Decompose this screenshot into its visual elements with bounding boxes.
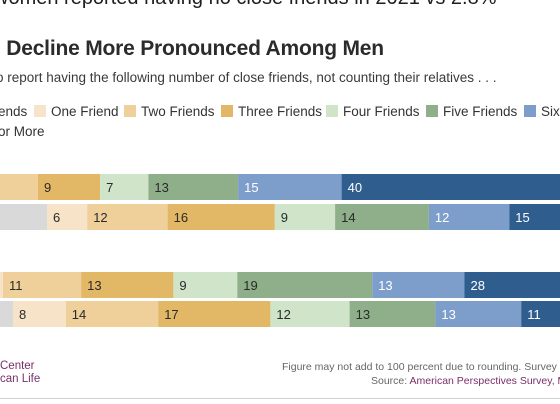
legend-label: Three Friends <box>238 104 323 119</box>
bar-segment <box>237 272 373 298</box>
legend-swatch <box>34 105 46 117</box>
bar-segment <box>87 204 168 230</box>
legend-item-three-friends: Three Friends <box>221 104 322 119</box>
legend-label: Two Friends <box>141 104 215 119</box>
chart-title: p Decline More Pronounced Among Men <box>0 37 384 60</box>
bar-segment <box>341 174 560 200</box>
bar-segment <box>47 204 88 230</box>
bar-segment <box>428 204 510 230</box>
bottom-divider <box>0 398 560 399</box>
legend-item-five-friends: Five Friends <box>426 104 517 119</box>
bar-segment <box>173 272 238 298</box>
org-logo-text: Center can Life <box>0 360 40 386</box>
legend: ends One Friend Two Friends Three Friend… <box>0 104 560 144</box>
legend-item-four-friends: Four Friends <box>326 104 420 119</box>
bar-value-label: 13 <box>378 278 392 293</box>
legend-swatch <box>326 105 338 117</box>
legend-swatch <box>221 105 233 117</box>
bar-value-label: 40 <box>348 180 362 195</box>
legend-swatch <box>524 105 536 117</box>
bar-segment <box>3 272 82 298</box>
legend-label: or More <box>0 124 45 139</box>
bar-value-label: 13 <box>87 278 101 293</box>
bar-value-label: 9 <box>44 180 51 195</box>
bar-segment <box>435 301 522 327</box>
org-line-2: can Life <box>0 373 41 385</box>
bar-value-label: 16 <box>174 210 188 225</box>
bar-value-label: 17 <box>164 307 178 322</box>
bar-segment <box>38 174 101 200</box>
bar-segment-cropped <box>0 204 47 230</box>
bar-value-label: 15 <box>515 210 529 225</box>
bar-segment <box>158 301 271 327</box>
bar-value-label: 11 <box>9 278 23 293</box>
source-prefix: Source: <box>371 375 410 387</box>
legend-item-or-more: or More <box>0 124 45 139</box>
bar-value-label: 19 <box>243 278 257 293</box>
bar-segment <box>464 272 560 298</box>
bar-value-label: 12 <box>276 307 290 322</box>
legend-label: Five Friends <box>443 104 518 119</box>
legend-label: One Friend <box>51 104 119 119</box>
bar-value-label: 11 <box>527 307 541 322</box>
bar-value-label: 14 <box>341 210 355 225</box>
bar-value-label: 12 <box>435 210 449 225</box>
bar-segment-cropped <box>0 301 13 327</box>
source-link[interactable]: American Perspectives Survey, M <box>409 375 560 387</box>
bar-segment <box>65 301 159 327</box>
bar-segment-cropped <box>0 174 38 200</box>
bar-value-label: 7 <box>106 180 113 195</box>
footnote: Figure may not add to 100 percent due to… <box>282 361 560 373</box>
chart-subtitle: o report having the following number of … <box>0 70 497 85</box>
bar-value-label: 14 <box>72 307 86 322</box>
bar-value-label: 9 <box>179 278 186 293</box>
bar-value-label: 6 <box>53 210 60 225</box>
bar-value-label: 13 <box>356 307 370 322</box>
bar-value-label: 28 <box>471 278 485 293</box>
bar-segment <box>509 204 560 230</box>
bar-value-label: 8 <box>19 307 26 322</box>
bar-segment <box>238 174 342 200</box>
legend-item-two-friends: Two Friends <box>124 104 215 119</box>
bar-segment <box>13 301 66 327</box>
bar-segment <box>521 301 560 327</box>
bar-value-label: 12 <box>93 210 107 225</box>
header-clipped-text: women reported having no close friends i… <box>0 0 497 10</box>
legend-swatch <box>426 105 438 117</box>
legend-label: Four Friends <box>343 104 420 119</box>
bar-segment-cropped <box>0 272 3 298</box>
bar-segment <box>274 204 336 230</box>
bar-segment <box>100 174 149 200</box>
legend-item-six: Six <box>524 104 560 119</box>
source-line: Source: American Perspectives Survey, M <box>371 375 560 387</box>
legend-swatch <box>124 105 136 117</box>
bar-segment <box>81 272 174 298</box>
bar-segment <box>270 301 350 327</box>
bar-value-label: 13 <box>154 180 168 195</box>
legend-item-none: ends <box>0 104 27 119</box>
bar-value-label: 9 <box>281 210 288 225</box>
legend-item-one-friend: One Friend <box>34 104 119 119</box>
bar-segment <box>167 204 275 230</box>
bar-segment <box>349 301 436 327</box>
bar-value-label: 15 <box>244 180 258 195</box>
org-line-1: Center <box>0 360 35 372</box>
bar-segment <box>148 174 239 200</box>
bar-value-label: 13 <box>441 307 455 322</box>
legend-label: Six <box>541 104 560 119</box>
bar-segment <box>335 204 429 230</box>
legend-label: ends <box>0 104 28 119</box>
bar-segment <box>372 272 465 298</box>
